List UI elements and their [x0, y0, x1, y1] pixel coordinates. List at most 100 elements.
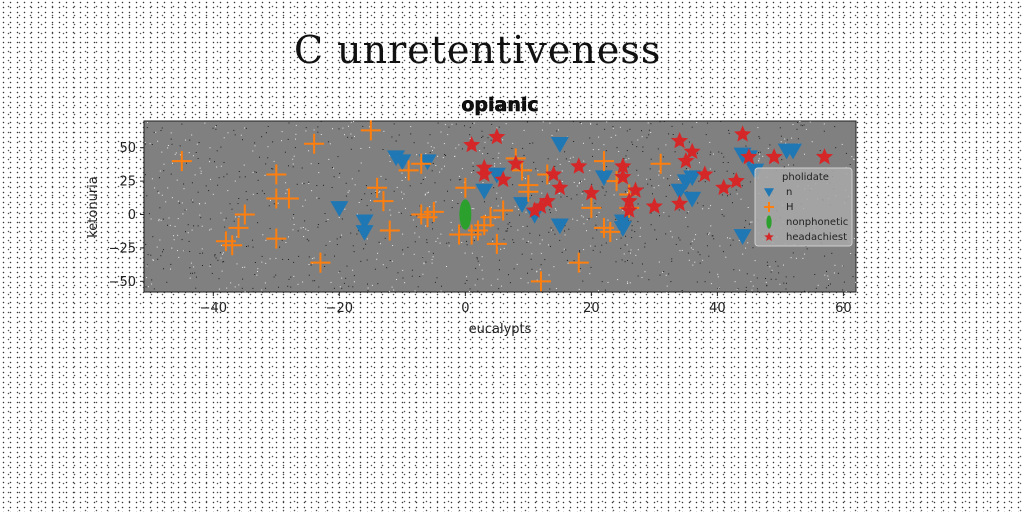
noise-speck [431, 170, 433, 172]
noise-speck [240, 134, 242, 136]
noise-speck [281, 239, 283, 241]
noise-speck [604, 194, 606, 196]
noise-speck [784, 138, 786, 140]
noise-speck [647, 183, 649, 185]
noise-speck [440, 131, 442, 133]
noise-speck [158, 177, 160, 179]
noise-speck [482, 182, 484, 183]
noise-speck [580, 123, 582, 125]
noise-speck [425, 225, 427, 227]
noise-speck [670, 175, 672, 176]
noise-speck [615, 218, 617, 220]
noise-speck [144, 174, 146, 176]
noise-speck [646, 178, 648, 180]
noise-speck [758, 158, 760, 160]
noise-speck [659, 121, 661, 123]
noise-speck [748, 223, 750, 225]
data-point [488, 128, 506, 145]
noise-speck [448, 245, 450, 247]
noise-speck [536, 270, 538, 272]
noise-speck [432, 149, 433, 151]
noise-speck [457, 203, 459, 204]
noise-speck [494, 218, 496, 220]
noise-speck [523, 129, 525, 131]
data-point [513, 197, 532, 213]
noise-speck [650, 132, 652, 133]
noise-speck [229, 203, 231, 205]
noise-speck [345, 195, 347, 197]
noise-speck [432, 252, 434, 254]
y-tick-label: 0 [128, 208, 136, 223]
noise-speck [497, 157, 499, 159]
noise-speck [665, 195, 667, 197]
noise-speck [317, 126, 319, 128]
noise-speck [246, 199, 248, 201]
noise-speck [417, 286, 419, 288]
noise-speck [565, 158, 567, 160]
noise-speck [304, 220, 306, 222]
noise-speck [220, 244, 222, 246]
noise-speck [424, 176, 426, 178]
noise-speck [311, 190, 313, 192]
noise-speck [233, 129, 235, 131]
noise-speck [498, 288, 500, 290]
noise-speck [769, 266, 771, 268]
noise-speck [736, 288, 738, 290]
noise-speck [702, 259, 704, 261]
noise-speck [158, 191, 160, 193]
noise-speck [351, 137, 353, 139]
noise-speck [697, 251, 699, 253]
noise-speck [658, 185, 660, 187]
noise-speck [729, 193, 731, 195]
plot-title: opianic [461, 94, 538, 116]
noise-speck [367, 287, 369, 289]
noise-speck [171, 247, 173, 249]
noise-speck [668, 215, 670, 217]
y-tick-label: −25 [109, 241, 136, 256]
noise-speck [590, 123, 592, 125]
legend-marker [764, 188, 774, 197]
noise-speck [502, 139, 504, 141]
noise-speck [397, 272, 399, 274]
noise-speck [558, 129, 559, 131]
noise-speck [650, 123, 652, 125]
noise-speck [475, 267, 477, 269]
noise-speck [158, 192, 160, 194]
noise-speck [492, 158, 494, 159]
noise-speck [702, 205, 704, 207]
noise-speck [200, 172, 202, 174]
noise-speck [503, 238, 505, 240]
noise-speck [166, 281, 168, 283]
noise-speck [648, 129, 650, 131]
data-point [581, 197, 602, 218]
noise-speck [592, 249, 594, 251]
noise-speck [234, 134, 236, 136]
noise-speck [424, 194, 426, 196]
noise-speck [165, 201, 167, 203]
noise-speck [341, 218, 343, 220]
noise-speck [735, 189, 737, 191]
noise-speck [199, 252, 201, 254]
noise-speck [687, 211, 689, 213]
noise-speck [181, 123, 183, 125]
noise-speck [592, 237, 594, 239]
noise-speck [144, 141, 146, 143]
noise-speck [150, 254, 152, 256]
noise-speck [540, 252, 542, 254]
noise-speck [146, 277, 148, 279]
data-point [463, 136, 481, 153]
noise-speck [591, 142, 593, 144]
noise-speck [302, 281, 304, 283]
noise-speck [654, 229, 656, 231]
noise-speck [264, 174, 266, 176]
noise-speck [295, 124, 297, 126]
noise-speck [434, 182, 436, 184]
noise-speck [572, 218, 574, 220]
noise-speck [328, 158, 330, 160]
noise-speck [450, 221, 452, 223]
noise-speck [202, 252, 204, 254]
noise-speck [144, 143, 146, 145]
noise-speck [778, 272, 780, 274]
noise-speck [455, 123, 457, 125]
y-tick-label: 50 [119, 141, 136, 156]
